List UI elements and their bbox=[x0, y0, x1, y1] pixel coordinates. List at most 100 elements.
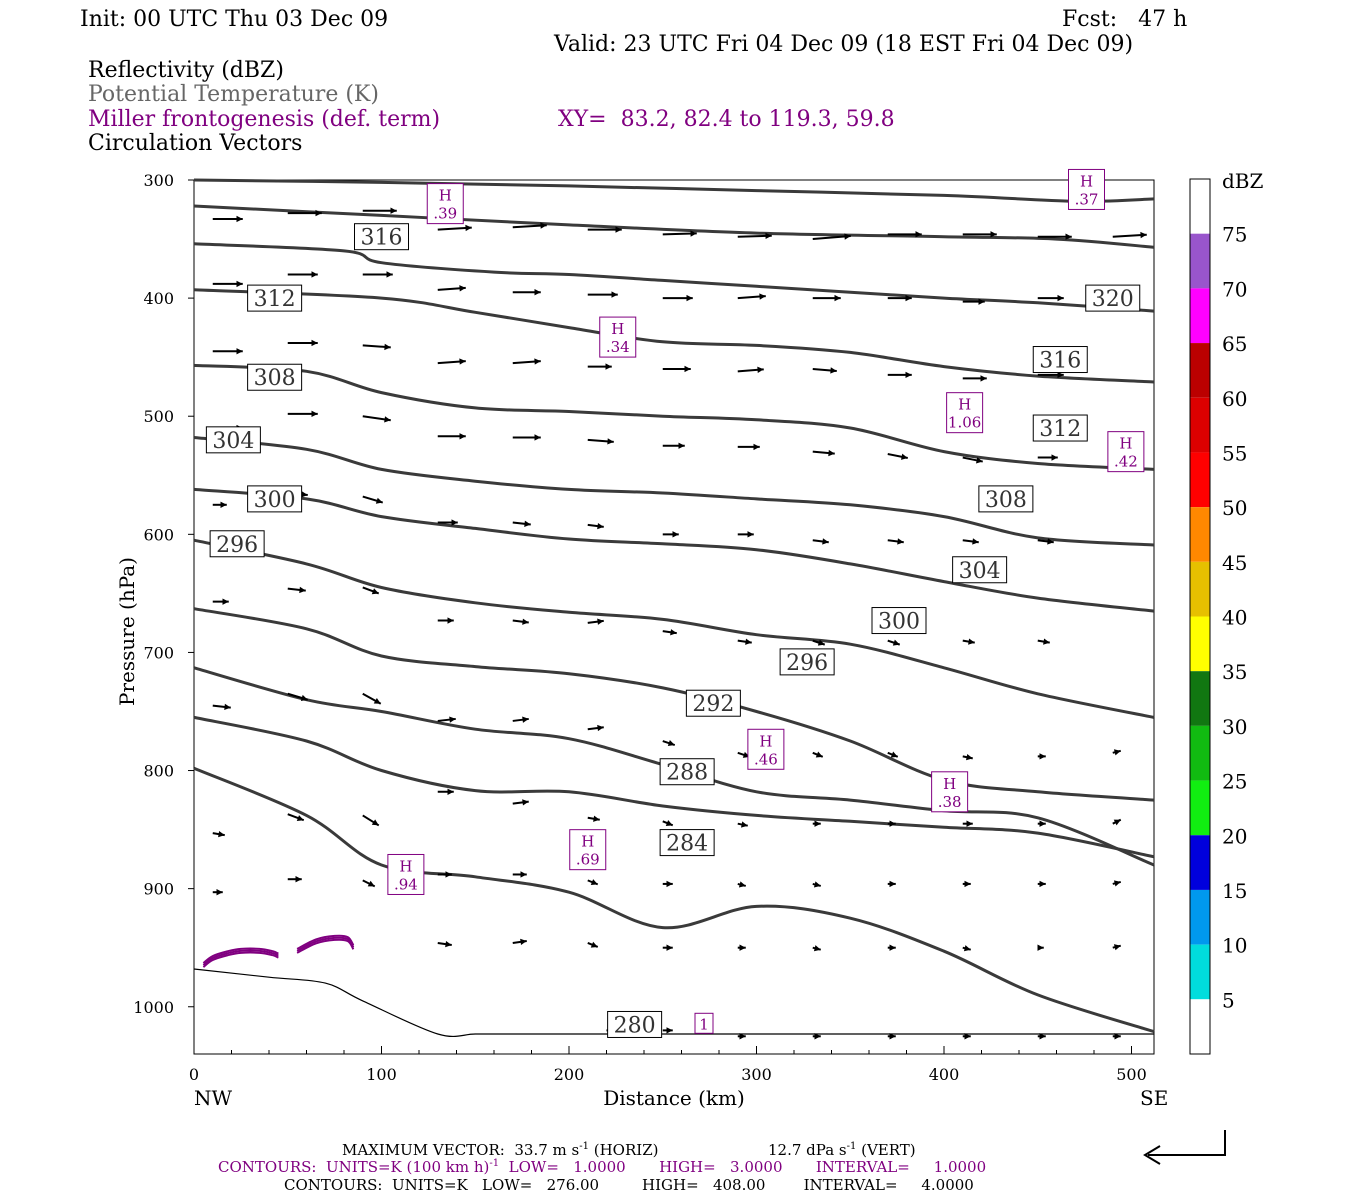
plot-frame bbox=[193, 179, 1155, 1055]
colorbar-level: 30 bbox=[1222, 715, 1247, 739]
y-axis-title: Pressure (hPa) bbox=[115, 557, 139, 706]
y-tick-label: 600 bbox=[143, 525, 174, 544]
circulation-vector bbox=[662, 880, 673, 888]
reflectivity-contours bbox=[202, 934, 355, 968]
circulation-vector bbox=[812, 820, 821, 827]
theta-label-text: 296 bbox=[216, 533, 258, 558]
y-tick-label: 800 bbox=[143, 762, 174, 781]
colorbar-segment bbox=[1190, 944, 1210, 1000]
max-value: .38 bbox=[938, 793, 962, 811]
circulation-vector bbox=[1037, 820, 1046, 827]
circulation-vector bbox=[737, 232, 772, 240]
theta-contour-308 bbox=[193, 363, 1155, 471]
front-contour-info: CONTOURS: UNITS=K (100 km h)-1 LOW= 1.00… bbox=[218, 1158, 986, 1176]
circulation-vector bbox=[362, 207, 397, 214]
frontogenesis-max: H.69 bbox=[569, 829, 607, 871]
theta-label: 284 bbox=[659, 829, 715, 857]
circulation-vector bbox=[962, 945, 971, 952]
circulation-vector bbox=[212, 348, 243, 355]
x-axis-title: Distance (km) bbox=[603, 1086, 745, 1110]
circulation-vector bbox=[587, 226, 622, 233]
circulation-vector bbox=[287, 876, 302, 883]
circulation-vectors bbox=[212, 207, 1147, 1040]
circulation-vector bbox=[812, 881, 821, 888]
circulation-vector bbox=[962, 456, 983, 464]
theta-label-text: 280 bbox=[614, 1013, 656, 1038]
theta-label: 296 bbox=[209, 530, 265, 558]
theta-label: 312 bbox=[1032, 414, 1088, 442]
circulation-vector bbox=[587, 522, 604, 530]
theta-contour-284 bbox=[193, 715, 1155, 859]
max-value: 1.06 bbox=[948, 414, 981, 432]
nw-end-label: NW bbox=[194, 1086, 233, 1110]
theta-label-text: 284 bbox=[666, 832, 708, 857]
circulation-vector bbox=[962, 1033, 971, 1040]
colorbar-level: 70 bbox=[1222, 277, 1247, 301]
theta-label: 300 bbox=[871, 607, 927, 635]
circulation-vector bbox=[587, 879, 599, 886]
circulation-vector bbox=[1112, 818, 1122, 826]
theta-label: 316 bbox=[1032, 346, 1088, 374]
circulation-vector bbox=[662, 820, 674, 827]
theta-label-text: 316 bbox=[1039, 349, 1081, 374]
circulation-vector bbox=[437, 224, 472, 232]
theta-contour-316 bbox=[193, 242, 1155, 313]
circulation-vector bbox=[1037, 1033, 1046, 1040]
x-tick-label: 100 bbox=[366, 1065, 397, 1084]
max-letter: H bbox=[759, 732, 772, 750]
circulation-vector bbox=[362, 586, 380, 595]
theta-label: 300 bbox=[247, 485, 303, 513]
y-tick-label: 300 bbox=[143, 171, 174, 190]
circulation-vector bbox=[512, 520, 531, 527]
circulation-vector bbox=[887, 1033, 896, 1040]
colorbar-level: 15 bbox=[1222, 879, 1247, 903]
circulation-vector bbox=[737, 366, 764, 373]
colorbar-level: 10 bbox=[1222, 934, 1247, 958]
theta-label-text: 304 bbox=[212, 429, 254, 454]
circulation-vector bbox=[962, 231, 997, 238]
max-letter: H bbox=[958, 396, 971, 414]
max-value: .34 bbox=[606, 338, 630, 356]
circulation-vector bbox=[512, 289, 541, 296]
circulation-vector bbox=[287, 271, 318, 278]
circulation-vector bbox=[287, 410, 318, 418]
theta-label-text: 308 bbox=[985, 488, 1027, 513]
reflectivity-contour bbox=[202, 951, 279, 968]
colorbar-segment bbox=[1190, 561, 1210, 617]
theta-label-text: 316 bbox=[361, 226, 403, 251]
reflectivity-contour bbox=[202, 947, 279, 964]
colorbar-segment bbox=[1190, 343, 1210, 398]
circulation-vector bbox=[1112, 880, 1121, 887]
frontogenesis-max: H.37 bbox=[1068, 168, 1105, 210]
circulation-vector bbox=[587, 724, 604, 732]
circulation-vector bbox=[512, 871, 527, 878]
colorbar-level: 75 bbox=[1222, 223, 1247, 247]
theta-label-text: 308 bbox=[254, 366, 296, 391]
colorbar-segment bbox=[1190, 507, 1210, 562]
circulation-vector bbox=[362, 692, 382, 705]
field-potential-temperature: Potential Temperature (K) bbox=[88, 82, 379, 107]
circulation-vector bbox=[662, 294, 693, 302]
reflectivity-contour bbox=[296, 936, 355, 952]
circulation-vector bbox=[512, 434, 541, 441]
circulation-vector bbox=[212, 598, 229, 605]
theta-contour-292 bbox=[193, 607, 1155, 802]
circulation-vector bbox=[737, 944, 746, 951]
theta-contour-320 bbox=[193, 178, 1155, 203]
colorbar-segment bbox=[1190, 452, 1210, 508]
reflectivity-contour bbox=[202, 949, 279, 966]
colorbar-segment bbox=[1190, 179, 1210, 234]
forecast-hour: Fcst: 47 h bbox=[1062, 7, 1187, 32]
theta-label-text: 312 bbox=[1039, 417, 1081, 442]
circulation-vector bbox=[437, 358, 466, 365]
colorbar-segment bbox=[1190, 780, 1210, 836]
reflectivity-colorbar: 75 70 65 60 55 50 45 40 35 30 25 20 15 10 5 bbox=[1189, 178, 1247, 1055]
circulation-vector bbox=[1037, 880, 1046, 888]
colorbar-level: 25 bbox=[1222, 770, 1247, 794]
circulation-vector bbox=[587, 363, 612, 370]
max-vector-text: MAXIMUM VECTOR: 33.7 m s-1 (HORIZ) 12.7 d… bbox=[342, 1141, 916, 1159]
theta-contour-300 bbox=[193, 487, 1155, 613]
circulation-vector bbox=[362, 415, 391, 423]
circulation-vector bbox=[362, 879, 376, 888]
circulation-vector bbox=[1037, 371, 1064, 379]
